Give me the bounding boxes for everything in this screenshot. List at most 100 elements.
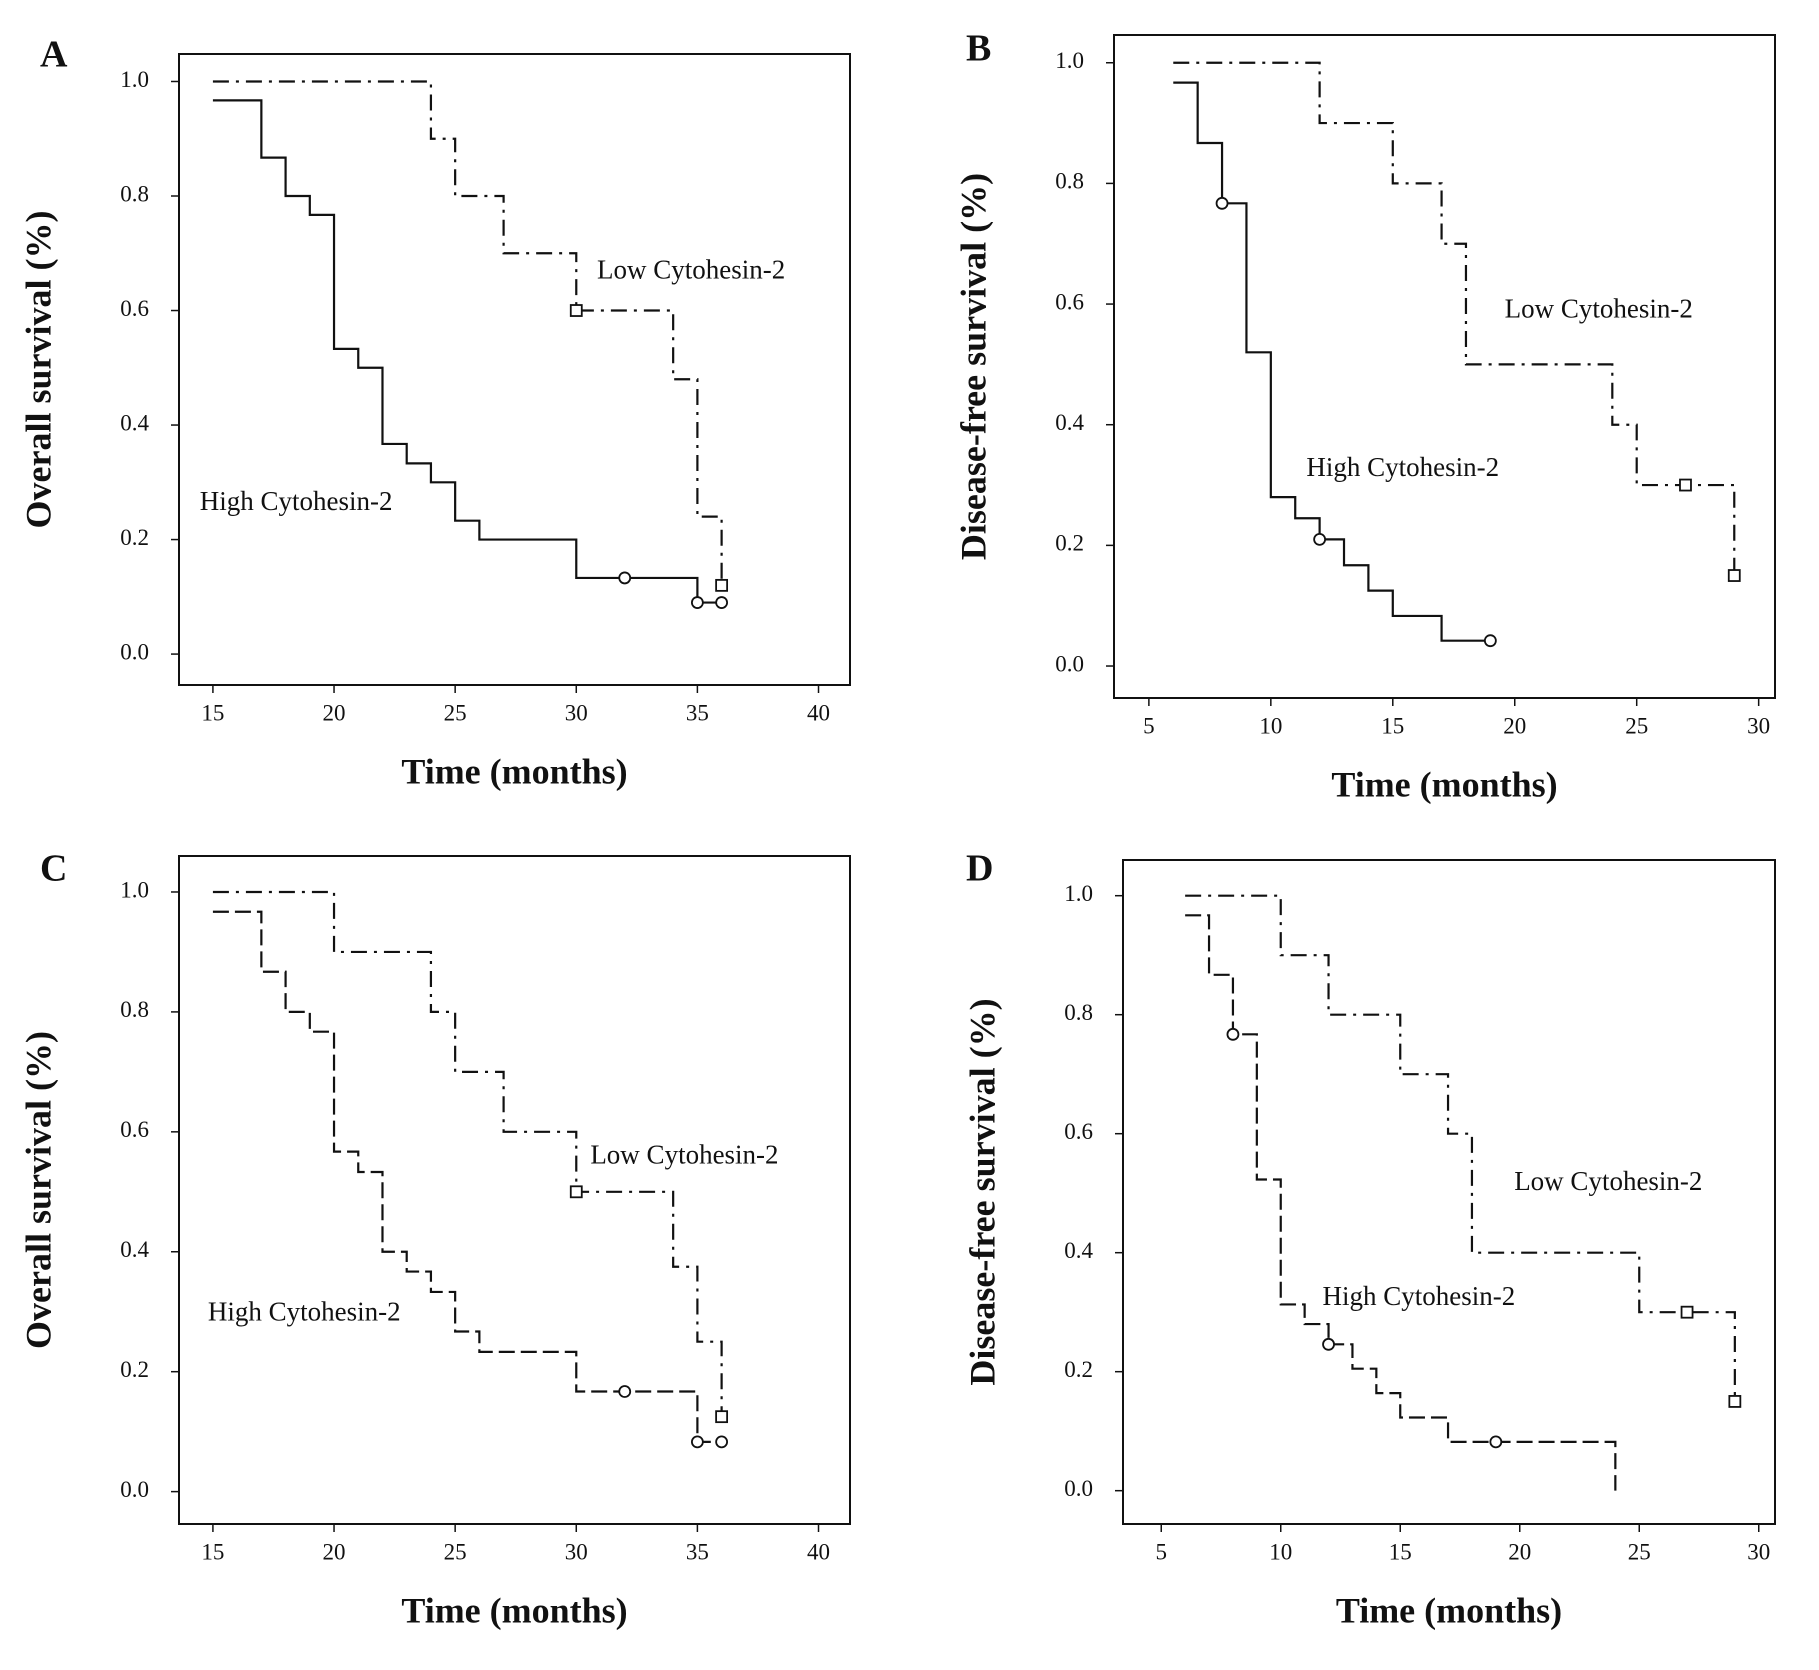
series-label: High Cytohesin-2 bbox=[1323, 1281, 1516, 1311]
y-tick-label: 0.6 bbox=[120, 296, 149, 321]
series-label: High Cytohesin-2 bbox=[1306, 452, 1499, 482]
censor-mark bbox=[1679, 478, 1692, 492]
x-tick-label: 30 bbox=[565, 700, 588, 725]
y-tick-label: 0.8 bbox=[120, 997, 149, 1022]
y-tick-label: 1.0 bbox=[120, 67, 149, 92]
series-label: Low Cytohesin-2 bbox=[590, 1139, 778, 1169]
x-tick-label: 35 bbox=[686, 700, 709, 725]
x-tick-label: 25 bbox=[1628, 1539, 1651, 1564]
x-axis-label: Time (months) bbox=[1331, 764, 1557, 804]
x-tick-label: 15 bbox=[1389, 1539, 1412, 1564]
censor-mark bbox=[1727, 569, 1741, 582]
censor-mark bbox=[690, 1435, 704, 1449]
plot-frame bbox=[178, 53, 851, 686]
y-tick-label: 0.6 bbox=[1064, 1119, 1093, 1144]
censor-mark bbox=[1226, 1027, 1240, 1041]
censor-mark bbox=[1313, 532, 1327, 546]
y-tick-label: 0.6 bbox=[120, 1117, 149, 1142]
series-label: High Cytohesin-2 bbox=[208, 1296, 401, 1326]
y-axis-label: Disease-free survival (%) bbox=[953, 173, 993, 560]
series-label: Low Cytohesin-2 bbox=[1514, 1166, 1702, 1196]
panel-label: D bbox=[966, 848, 993, 890]
censor-mark bbox=[1680, 1305, 1694, 1319]
y-tick-label: 0.4 bbox=[1064, 1238, 1093, 1263]
survival-curve bbox=[212, 890, 723, 1417]
panel-label: C bbox=[40, 848, 67, 890]
y-tick-label: 0.2 bbox=[120, 525, 149, 550]
x-tick-label: 25 bbox=[444, 1539, 467, 1564]
x-tick-label: 5 bbox=[1155, 1539, 1167, 1564]
censor-mark bbox=[618, 571, 632, 585]
plot-frame bbox=[178, 855, 851, 1525]
censor-mark bbox=[690, 596, 704, 609]
x-tick-label: 20 bbox=[323, 700, 346, 725]
y-tick-label: 1.0 bbox=[120, 877, 149, 902]
survival-curve bbox=[1173, 61, 1736, 576]
y-tick-label: 1.0 bbox=[1055, 48, 1084, 73]
x-tick-label: 30 bbox=[565, 1539, 588, 1564]
y-tick-label: 0.0 bbox=[1055, 651, 1084, 676]
plot-frame bbox=[1113, 34, 1776, 699]
censor-mark bbox=[1483, 634, 1497, 648]
y-axis-label: Disease-free survival (%) bbox=[962, 998, 1002, 1385]
y-tick-label: 0.8 bbox=[1064, 1000, 1093, 1025]
x-tick-label: 10 bbox=[1259, 713, 1282, 738]
y-tick-label: 0.4 bbox=[120, 1237, 149, 1262]
y-tick-label: 0.4 bbox=[120, 410, 149, 435]
x-tick-label: 15 bbox=[201, 1539, 224, 1564]
x-tick-label: 20 bbox=[323, 1539, 346, 1564]
survival-curve bbox=[1185, 894, 1736, 1402]
y-tick-label: 0.0 bbox=[1064, 1476, 1093, 1501]
x-tick-label: 40 bbox=[807, 700, 830, 725]
y-tick-label: 0.0 bbox=[120, 1477, 149, 1502]
x-tick-label: 15 bbox=[201, 700, 224, 725]
y-axis-label: Overall survival (%) bbox=[18, 1031, 58, 1349]
censor-mark bbox=[1215, 196, 1229, 210]
x-tick-label: 30 bbox=[1747, 713, 1770, 738]
censor-mark bbox=[618, 1385, 632, 1398]
y-tick-label: 0.4 bbox=[1055, 410, 1084, 435]
censor-mark bbox=[715, 1435, 729, 1449]
y-tick-label: 0.8 bbox=[1055, 169, 1084, 194]
censor-mark bbox=[1489, 1435, 1503, 1449]
y-tick-label: 0.0 bbox=[120, 639, 149, 664]
y-tick-label: 0.6 bbox=[1055, 289, 1084, 314]
series-label: Low Cytohesin-2 bbox=[597, 255, 785, 285]
x-tick-label: 10 bbox=[1269, 1539, 1292, 1564]
y-tick-label: 0.8 bbox=[120, 181, 149, 206]
x-tick-label: 15 bbox=[1381, 713, 1404, 738]
y-tick-label: 0.2 bbox=[1055, 531, 1084, 556]
x-tick-label: 25 bbox=[444, 700, 467, 725]
panel-label: A bbox=[40, 34, 68, 76]
series-label: High Cytohesin-2 bbox=[200, 486, 393, 516]
plot-frame bbox=[1122, 859, 1776, 1525]
x-tick-label: 25 bbox=[1625, 713, 1648, 738]
y-tick-label: 0.2 bbox=[120, 1357, 149, 1382]
x-tick-label: 35 bbox=[686, 1539, 709, 1564]
censor-mark bbox=[569, 304, 583, 317]
censor-mark bbox=[569, 1185, 583, 1199]
x-axis-label: Time (months) bbox=[401, 1590, 627, 1630]
survival-curve bbox=[212, 99, 722, 604]
panel-label: B bbox=[966, 28, 991, 70]
censor-mark bbox=[1728, 1395, 1742, 1408]
x-tick-label: 5 bbox=[1143, 713, 1155, 738]
x-axis-label: Time (months) bbox=[401, 751, 627, 791]
survival-curve bbox=[1185, 914, 1617, 1491]
censor-mark bbox=[715, 596, 729, 609]
x-tick-label: 30 bbox=[1747, 1539, 1770, 1564]
survival-curve bbox=[1173, 81, 1491, 642]
y-axis-label: Overall survival (%) bbox=[18, 211, 58, 529]
y-tick-label: 0.2 bbox=[1064, 1357, 1093, 1382]
survival-curve bbox=[212, 80, 723, 586]
censor-mark bbox=[715, 578, 729, 592]
x-tick-label: 20 bbox=[1503, 713, 1526, 738]
survival-curve bbox=[212, 910, 722, 1443]
x-tick-label: 20 bbox=[1508, 1539, 1531, 1564]
y-tick-label: 1.0 bbox=[1064, 881, 1093, 906]
censor-mark bbox=[1322, 1337, 1335, 1351]
x-axis-label: Time (months) bbox=[1336, 1590, 1562, 1630]
series-label: Low Cytohesin-2 bbox=[1505, 294, 1693, 324]
censor-mark bbox=[715, 1410, 729, 1424]
